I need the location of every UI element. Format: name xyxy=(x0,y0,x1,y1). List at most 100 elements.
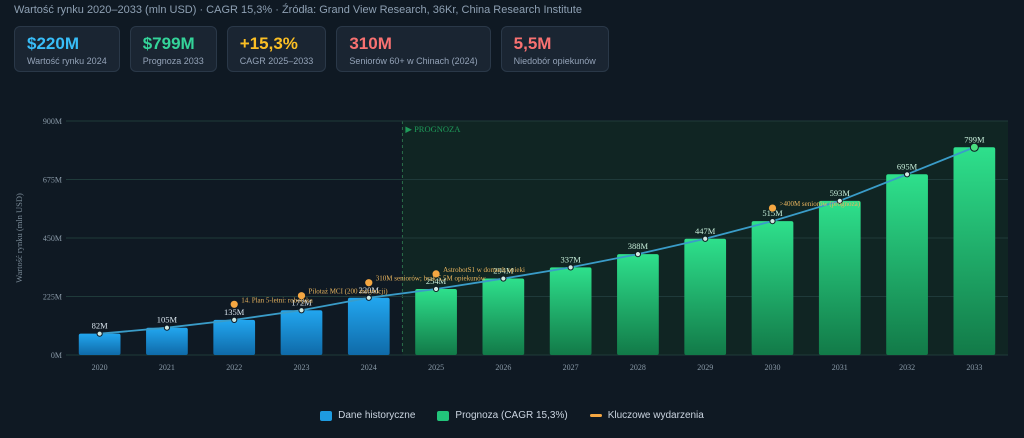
kpi-value: 5,5M xyxy=(513,34,552,53)
event-marker xyxy=(230,300,238,308)
data-label: 799M xyxy=(964,134,985,144)
event-label: 14. Plan 5-letni: robotyka xyxy=(241,296,313,304)
x-tick-label: 2032 xyxy=(899,363,915,372)
forecast-label: ▶ PROGNOZA xyxy=(405,124,461,134)
data-point xyxy=(500,275,507,282)
event-label: >400M seniorów (prognoza) xyxy=(780,200,861,208)
data-label: 515M xyxy=(762,208,783,218)
bar-forecast xyxy=(886,174,928,355)
kpi-seniors: 310M Seniorów 60+ w Chinach (2024) xyxy=(336,26,491,72)
data-point xyxy=(567,264,574,271)
legend-historical-label: Dane historyczne xyxy=(338,410,416,421)
bar-forecast xyxy=(617,254,659,355)
legend-events[interactable]: Kluczowe wydarzenia xyxy=(589,410,704,421)
data-label: 593M xyxy=(830,188,851,198)
kpi-value: $799M xyxy=(142,34,195,53)
event-label: 310M seniorów; brak 5,5M opiekunów xyxy=(376,275,487,283)
legend-events-label: Kluczowe wydarzenia xyxy=(607,410,704,421)
data-label: 135M xyxy=(224,307,245,317)
data-point xyxy=(836,197,843,204)
x-tick-label: 2033 xyxy=(966,363,982,372)
x-tick-label: 2020 xyxy=(92,363,108,372)
bar-forecast xyxy=(684,238,727,355)
kpi-value: 310M xyxy=(349,34,392,53)
bar-forecast xyxy=(549,267,592,355)
x-tick-label: 2028 xyxy=(630,363,646,372)
y-tick-label: 675M xyxy=(43,176,62,185)
data-point xyxy=(96,330,103,337)
data-label: 447M xyxy=(695,226,716,236)
data-label: 254M xyxy=(426,276,447,286)
x-tick-label: 2026 xyxy=(495,363,511,372)
legend-forecast[interactable]: Prognoza (CAGR 15,3%) xyxy=(437,410,568,421)
legend-historical-swatch xyxy=(320,410,333,421)
legend-forecast-swatch xyxy=(437,410,450,421)
trend-line xyxy=(99,146,975,335)
x-tick-label: 2029 xyxy=(697,363,713,372)
kpi-value: +15,3% xyxy=(239,34,298,53)
event-label: AstrobotS1 w domach opieki xyxy=(443,266,525,274)
bar-historical xyxy=(78,333,121,355)
kpi-label: CAGR 2025–2033 xyxy=(239,56,314,66)
legend-events-swatch xyxy=(589,414,602,417)
y-tick-label: 0M xyxy=(51,351,62,360)
kpi-label: Seniorów 60+ w Chinach (2024) xyxy=(349,56,478,66)
x-tick-label: 2030 xyxy=(765,363,781,372)
chart-subtitle: Wartość rynku 2020–2033 (mln USD) · CAGR… xyxy=(14,4,582,16)
y-tick-label: 450M xyxy=(43,234,62,243)
data-point xyxy=(634,251,642,258)
chart-legend: Dane historyczne Prognoza (CAGR 15,3%) K… xyxy=(0,410,1024,421)
kpi-market-2024: $220M Wartość rynku 2024 xyxy=(14,26,120,72)
kpi-forecast-2033: $799M Prognoza 2033 xyxy=(129,26,217,72)
data-point xyxy=(702,235,709,242)
x-tick-label: 2024 xyxy=(361,363,377,372)
bar-historical xyxy=(347,297,390,355)
x-tick-label: 2027 xyxy=(563,363,579,372)
y-axis-label: Wartość rynku (mln USD) xyxy=(14,193,24,283)
kpi-label: Wartość rynku 2024 xyxy=(27,56,107,66)
kpi-cagr: +15,3% CAGR 2025–2033 xyxy=(226,26,327,72)
data-point xyxy=(432,285,440,293)
data-point xyxy=(298,307,305,314)
y-tick-label: 225M xyxy=(43,293,62,302)
data-point xyxy=(365,294,372,301)
bar-forecast xyxy=(415,288,457,355)
data-label: 294M xyxy=(493,266,514,276)
market-chart: ▶ PROGNOZA 0M 225M 450M 675M 900M Wartość rynk… xyxy=(14,117,1008,372)
kpi-label: Niedobór opiekunów xyxy=(513,56,596,66)
bar-historical xyxy=(280,310,323,355)
x-tick-label: 2022 xyxy=(226,363,242,372)
x-tick-label: 2031 xyxy=(832,363,848,372)
event-label: Pilotaż MCI (200 instytucji) xyxy=(309,288,389,296)
data-point xyxy=(769,218,776,225)
bar-forecast xyxy=(953,147,996,355)
bar-historical xyxy=(213,319,256,355)
legend-forecast-label: Prognoza (CAGR 15,3%) xyxy=(455,410,568,421)
event-marker xyxy=(297,292,306,300)
y-tick-label: 900M xyxy=(43,117,62,126)
data-label: 82M xyxy=(92,321,109,331)
data-label: 388M xyxy=(628,241,649,251)
bar-forecast xyxy=(482,278,525,355)
data-point xyxy=(903,171,911,178)
data-label: 337M xyxy=(560,254,581,264)
bar-forecast xyxy=(751,221,794,355)
x-tick-label: 2021 xyxy=(159,363,175,372)
kpi-label: Prognoza 2033 xyxy=(142,56,204,66)
event-marker xyxy=(768,204,777,212)
data-point xyxy=(969,142,979,152)
event-marker xyxy=(432,270,440,278)
kpi-row: $220M Wartość rynku 2024 $799M Prognoza … xyxy=(14,26,609,72)
data-point xyxy=(231,316,238,323)
bar-historical xyxy=(146,327,188,355)
bar-forecast xyxy=(818,200,861,355)
event-marker xyxy=(365,279,373,287)
legend-historical[interactable]: Dane historyczne xyxy=(320,410,415,421)
kpi-value: $220M xyxy=(27,34,79,53)
data-label: 172M xyxy=(291,297,312,307)
x-tick-label: 2025 xyxy=(428,363,444,372)
data-label: 695M xyxy=(897,161,918,171)
data-label: 105M xyxy=(157,315,178,325)
x-tick-label: 2023 xyxy=(294,363,310,372)
kpi-caregiver-shortage: 5,5M Niedobór opiekunów xyxy=(500,26,609,72)
